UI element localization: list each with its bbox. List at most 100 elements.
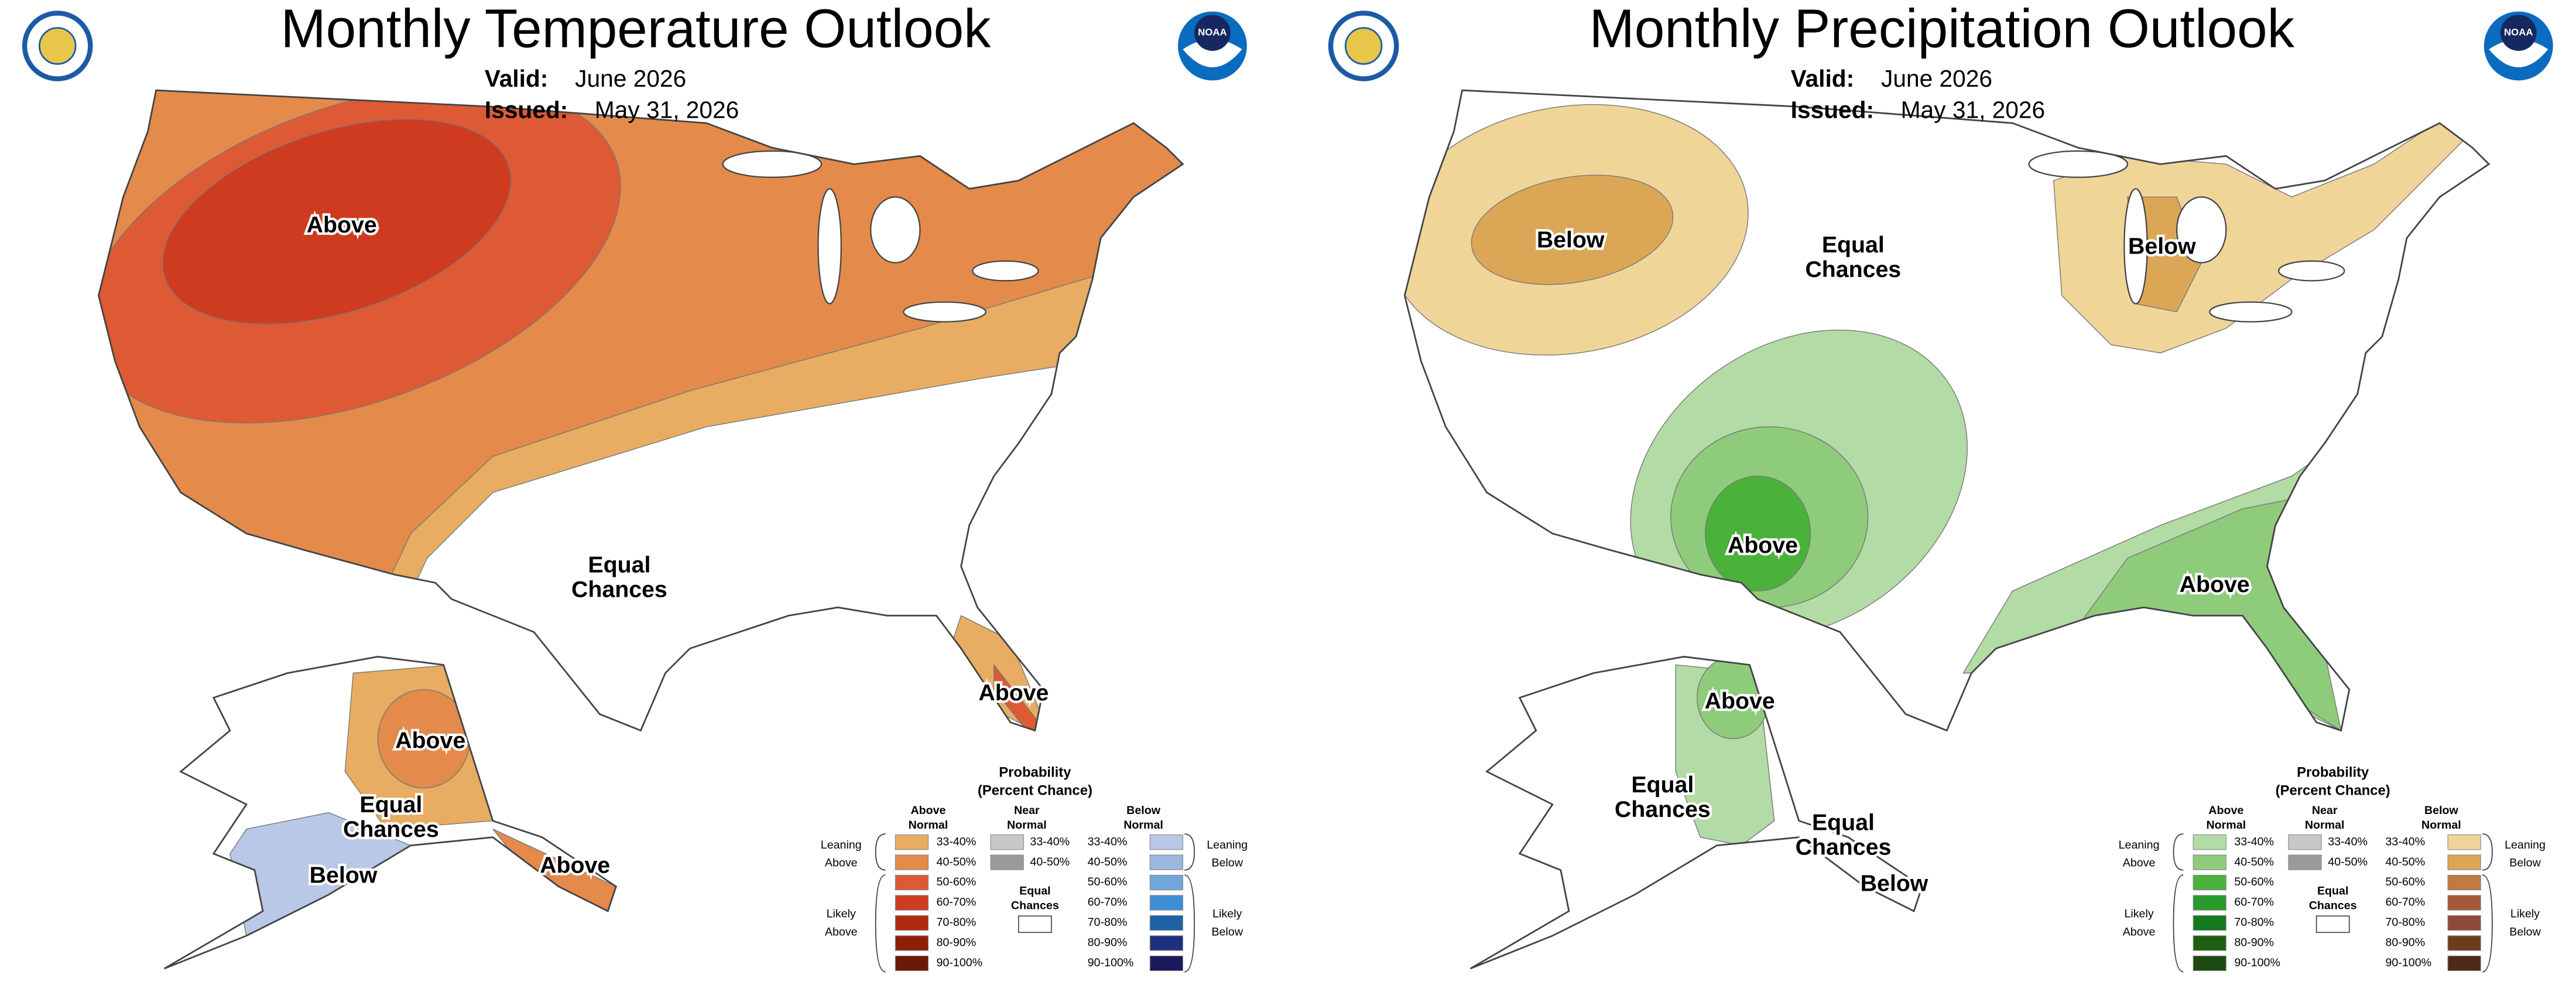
legend-swatch: [2193, 955, 2226, 972]
legend-column-header: Above: [910, 804, 946, 817]
legend-class-label: 90-100%: [2234, 956, 2280, 969]
legend-column-header: Above: [2208, 804, 2243, 817]
legend-brace: [875, 874, 886, 973]
lake: [817, 188, 842, 305]
legend-class-label: 50-60%: [2234, 875, 2274, 888]
forecast-zone: [1705, 476, 1811, 591]
legend-class-label: 33-40%: [2234, 835, 2274, 848]
map-label: Below: [1537, 227, 1605, 252]
legend-group-label: Likely: [2510, 908, 2540, 921]
legend-swatch: [895, 854, 929, 870]
legend-equal-chances: Chances: [1011, 900, 1059, 912]
legend-class-label: 33-40%: [2385, 835, 2425, 848]
legend-swatch: [1149, 935, 1183, 951]
legend-class-label: 33-40%: [2328, 835, 2368, 848]
legend-class-label: 60-70%: [1088, 896, 1128, 909]
legend-swatch: [2447, 935, 2481, 951]
legend-class-label: 70-80%: [936, 916, 976, 929]
legend-column-header: Near: [1014, 804, 1040, 817]
title: Monthly Temperature Outlook: [281, 0, 992, 59]
noaa-logo-top: [2500, 15, 2537, 51]
legend-group-label: Leaning: [2119, 839, 2160, 851]
map-label: Chances: [1796, 834, 1892, 860]
legend-group-label: Below: [1211, 925, 1243, 938]
legend-class-label: 40-50%: [1088, 856, 1128, 868]
outlook-panel: Monthly Temperature Outlook Valid: June 20…: [22, 0, 1248, 973]
legend-swatch: [2447, 834, 2481, 850]
legend-swatch: [2447, 874, 2481, 891]
legend-swatch: [2193, 935, 2226, 951]
map-label: Below: [2128, 234, 2196, 259]
legend-title: (Percent Chance): [2276, 783, 2390, 799]
legend-column-header: Near: [2312, 804, 2338, 817]
legend-brace: [2173, 833, 2184, 871]
legend-equal-chances: Equal: [2317, 884, 2348, 897]
legend-class-label: 80-90%: [2385, 936, 2425, 949]
lake: [870, 196, 921, 264]
legend-swatch: [2447, 895, 2481, 911]
legend-equal-swatch: [1018, 915, 1052, 933]
legend-brace: [2482, 874, 2493, 973]
valid-date: June 2026: [1881, 65, 1992, 92]
lake: [722, 150, 823, 178]
map-label: Above: [1728, 532, 1798, 558]
legend-group-label: Likely: [1212, 908, 1242, 921]
legend-class-label: 60-70%: [2234, 896, 2274, 909]
legend-group-label: Above: [2123, 857, 2156, 870]
map-label: Above: [395, 727, 465, 753]
legend-group-label: Leaning: [1207, 839, 1248, 851]
lake: [2209, 301, 2293, 323]
legend-equal-swatch: [2315, 915, 2350, 933]
legend-class-label: 50-60%: [936, 875, 976, 888]
legend-swatch: [1149, 895, 1183, 911]
map-label: Equal: [1822, 232, 1885, 258]
noaa-logo-text: NOAA: [1198, 27, 1227, 38]
noaa-logo-top: [1194, 15, 1231, 51]
lake: [2028, 150, 2129, 178]
legend-swatch: [2193, 895, 2226, 911]
legend-swatch: [2193, 834, 2226, 850]
legend-swatch: [1149, 915, 1183, 931]
map-label: Below: [310, 862, 378, 888]
legend-swatch: [2193, 854, 2226, 870]
legend: Probability (Percent Chance) Above Normal 33…: [2119, 765, 2546, 973]
legend-title: (Percent Chance): [978, 783, 1092, 799]
legend-class-label: 90-100%: [936, 956, 982, 969]
legend-brace: [1184, 833, 1195, 871]
legend-column-header: Normal: [909, 819, 948, 832]
map-label: Equal: [359, 792, 422, 818]
legend-class-label: 70-80%: [1088, 916, 1128, 929]
map: [97, 89, 1184, 970]
legend-group-label: Leaning: [2505, 839, 2546, 851]
legend-group-label: Above: [825, 857, 858, 870]
map-label: Above: [978, 680, 1049, 706]
legend-class-label: 70-80%: [2234, 916, 2274, 929]
commerce-seal-inner: [38, 27, 77, 65]
lake: [2176, 196, 2227, 264]
title: Monthly Precipitation Outlook: [1590, 0, 2295, 59]
legend-group-label: Likely: [827, 908, 856, 921]
legend-class-label: 40-50%: [1030, 856, 1070, 868]
legend-brace: [875, 833, 886, 871]
legend-column-header: Normal: [2206, 819, 2246, 832]
legend-column-header: Below: [1126, 804, 1161, 817]
legend-brace: [1184, 874, 1195, 973]
legend-class-label: 40-50%: [2234, 856, 2274, 868]
legend-class-label: 80-90%: [1088, 936, 1128, 949]
valid-date: June 2026: [575, 65, 686, 92]
legend-class-label: 60-70%: [2385, 896, 2425, 909]
legend-swatch: [2288, 834, 2322, 850]
legend-class-label: 70-80%: [2385, 916, 2425, 929]
map-label: Chances: [1805, 256, 1901, 282]
legend-title: Probability: [999, 765, 1071, 781]
legend-swatch: [2447, 854, 2481, 870]
valid-label: Valid:: [485, 65, 549, 92]
legend-swatch: [1149, 834, 1183, 850]
map-label: Below: [1861, 870, 1928, 896]
legend-class-label: 90-100%: [1088, 956, 1134, 969]
issued-date: May 31, 2026: [595, 96, 739, 123]
legend-column-header: Normal: [1007, 819, 1047, 832]
legend-swatch: [895, 834, 929, 850]
noaa-logo-wave: [2489, 39, 2548, 67]
